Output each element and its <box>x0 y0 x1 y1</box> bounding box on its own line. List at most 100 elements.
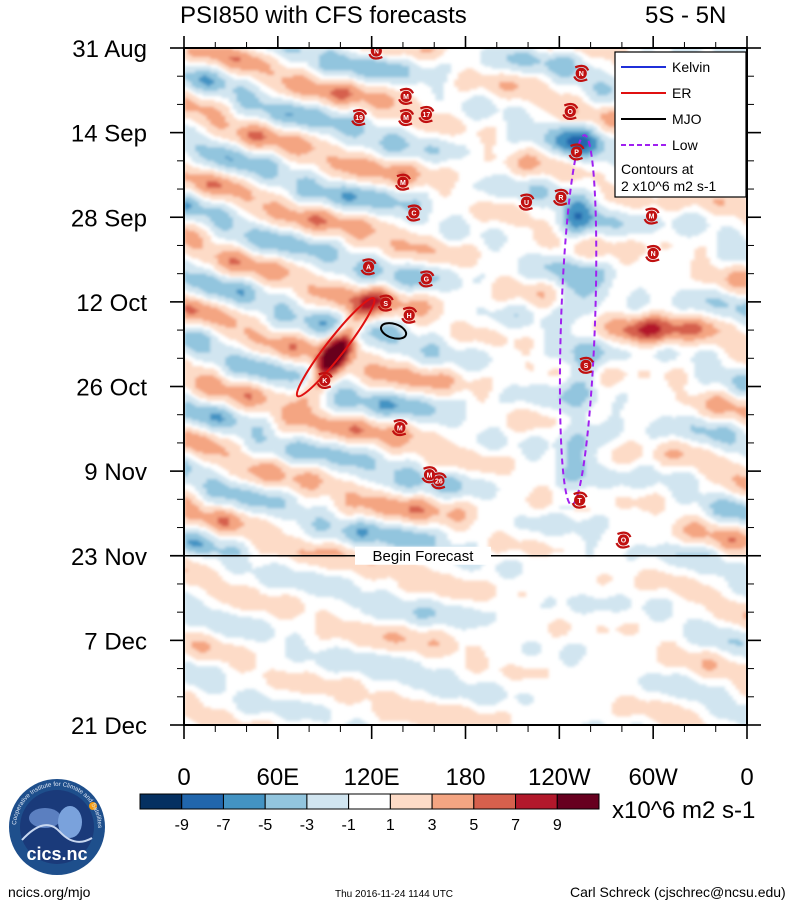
anomaly-cell <box>259 174 279 178</box>
anomaly-cell <box>503 88 515 92</box>
anomaly-cell <box>488 539 519 543</box>
anomaly-cell <box>566 196 587 200</box>
anomaly-cell <box>281 467 320 471</box>
anomaly-cell <box>184 332 204 336</box>
anomaly-cell <box>352 316 369 320</box>
anomaly-cell <box>184 90 189 94</box>
anomaly-cell <box>379 151 429 155</box>
anomaly-cell <box>405 174 422 178</box>
anomaly-cell <box>743 219 747 223</box>
anomaly-cell <box>202 156 226 160</box>
anomaly-cell <box>199 388 260 392</box>
anomaly-cell <box>360 336 377 340</box>
anomaly-cell <box>236 418 268 421</box>
anomaly-cell <box>229 97 238 101</box>
anomaly-cell <box>679 456 726 460</box>
anomaly-cell <box>690 641 729 645</box>
anomaly-cell <box>292 90 331 94</box>
anomaly-cell <box>540 59 549 63</box>
anomaly-cell <box>304 239 339 243</box>
anomaly-cell <box>728 289 747 293</box>
anomaly-cell <box>229 212 238 216</box>
anomaly-cell <box>743 533 747 537</box>
anomaly-cell <box>315 163 331 166</box>
anomaly-cell <box>236 300 253 304</box>
anomaly-cell <box>210 551 219 555</box>
anomaly-cell <box>544 140 557 144</box>
anomaly-cell <box>386 133 399 137</box>
anomaly-cell <box>555 474 564 478</box>
anomaly-cell <box>334 323 343 327</box>
anomaly-cell <box>244 521 271 525</box>
storm-marker: M <box>643 207 660 225</box>
anomaly-cell <box>379 262 392 266</box>
anomaly-cell <box>322 359 343 363</box>
anomaly-cell <box>566 449 583 453</box>
anomaly-cell <box>367 454 384 458</box>
colorbar-swatch <box>556 793 600 810</box>
anomaly-cell <box>735 440 747 444</box>
anomaly-cell <box>184 57 211 60</box>
anomaly-cell <box>416 199 433 203</box>
storm-label: M <box>397 425 403 432</box>
anomaly-cell <box>668 440 681 444</box>
anomaly-cell <box>506 133 545 137</box>
anomaly-cell <box>585 196 594 200</box>
anomaly-cell <box>184 330 211 333</box>
anomaly-cell <box>431 693 508 697</box>
anomaly-cell <box>202 318 238 322</box>
y-tick-label: 14 Sep <box>71 121 147 148</box>
anomaly-cell <box>720 395 733 399</box>
anomaly-cell <box>596 287 609 291</box>
anomaly-cell <box>236 691 260 695</box>
footer-author[interactable]: Carl Schreck (cjschrec@ncsu.edu) <box>570 884 786 900</box>
anomaly-cell <box>701 472 747 476</box>
anomaly-cell <box>431 492 497 496</box>
anomaly-cell <box>184 163 189 166</box>
anomaly-cell <box>405 636 455 640</box>
anomaly-cell <box>360 48 422 51</box>
anomaly-cell <box>585 381 594 385</box>
anomaly-cell <box>439 289 452 293</box>
colorbar-label: 9 <box>553 817 562 834</box>
anomaly-cell <box>581 88 594 92</box>
anomaly-cell <box>409 120 463 124</box>
anomaly-cell <box>454 79 542 83</box>
anomaly-cell <box>225 115 234 119</box>
anomaly-cell <box>442 235 467 239</box>
anomaly-cell <box>634 576 688 579</box>
anomaly-cell <box>277 422 286 426</box>
anomaly-cell <box>499 219 545 223</box>
anomaly-cell <box>266 72 275 76</box>
anomaly-cell <box>251 257 283 261</box>
anomaly-cell <box>210 165 226 169</box>
anomaly-cell <box>187 312 196 315</box>
anomaly-cell <box>262 483 301 487</box>
anomaly-cell <box>191 447 226 451</box>
anomaly-cell <box>270 221 298 225</box>
anomaly-cell <box>217 269 230 273</box>
anomaly-cell <box>435 494 463 498</box>
anomaly-cell <box>480 54 508 58</box>
anomaly-cell <box>585 465 605 469</box>
anomaly-cell <box>664 454 684 458</box>
anomaly-cell <box>206 479 219 482</box>
anomaly-cell <box>330 115 365 119</box>
anomaly-cell <box>709 409 747 412</box>
anomaly-cell <box>649 616 669 620</box>
anomaly-cell <box>420 203 433 207</box>
anomaly-cell <box>289 158 328 162</box>
anomaly-cell <box>311 472 328 476</box>
anomaly-cell <box>716 230 741 234</box>
anomaly-cell <box>255 359 279 363</box>
anomaly-cell <box>292 379 305 383</box>
footer-url[interactable]: ncics.org/mjo <box>8 884 91 900</box>
anomaly-cell <box>660 325 703 329</box>
anomaly-cell <box>195 404 226 408</box>
anomaly-cell <box>439 594 497 597</box>
anomaly-cell <box>514 172 542 175</box>
anomaly-cell <box>375 115 455 119</box>
anomaly-cell <box>371 578 377 582</box>
anomaly-cell <box>382 154 467 157</box>
anomaly-cell <box>427 533 448 537</box>
